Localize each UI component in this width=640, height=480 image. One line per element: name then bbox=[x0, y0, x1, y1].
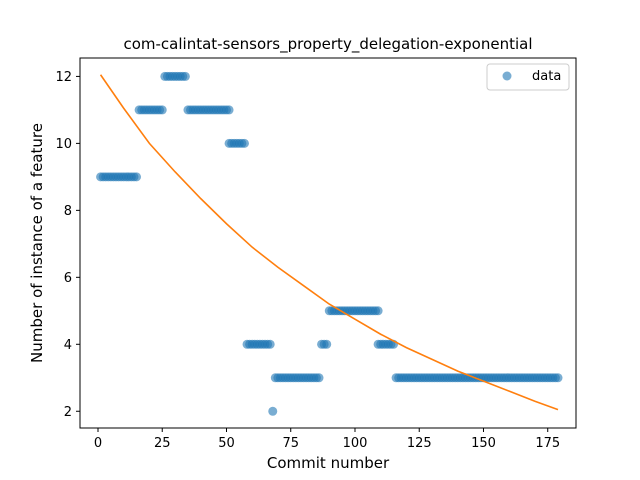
legend-label: data bbox=[532, 69, 561, 84]
data-points bbox=[96, 71, 563, 416]
x-tick-label: 0 bbox=[94, 436, 102, 451]
x-tick-label: 50 bbox=[218, 436, 235, 451]
data-point bbox=[157, 105, 167, 115]
y-tick-label: 10 bbox=[55, 137, 72, 152]
y-tick-label: 6 bbox=[64, 271, 72, 286]
data-point bbox=[265, 339, 275, 349]
y-tick-label: 2 bbox=[64, 405, 72, 420]
legend-box bbox=[486, 63, 570, 91]
y-tick-label: 8 bbox=[64, 204, 72, 219]
y-axis-label: Number of instance of a feature bbox=[28, 123, 46, 363]
plot-frame bbox=[79, 57, 577, 429]
x-axis-label: Commit number bbox=[267, 454, 390, 472]
y-axis-ticks: 2 4 6 8 10 12 bbox=[55, 70, 80, 420]
x-tick-label: 100 bbox=[343, 436, 368, 451]
plot-background bbox=[80, 58, 576, 428]
x-tick-label: 25 bbox=[154, 436, 171, 451]
data-point bbox=[322, 339, 332, 349]
x-axis-ticks: 0 25 50 75 100 125 150 175 bbox=[94, 428, 560, 451]
data-point bbox=[224, 105, 234, 115]
data-point bbox=[553, 373, 563, 383]
x-tick-label: 150 bbox=[471, 436, 496, 451]
data-point bbox=[373, 306, 383, 316]
plot-area bbox=[79, 57, 577, 429]
chart-title: com-calintat-sensors_property_delegation… bbox=[123, 35, 532, 54]
fit-line bbox=[99, 74, 559, 411]
y-tick-label: 4 bbox=[64, 338, 72, 353]
legend: data bbox=[486, 63, 570, 91]
data-point bbox=[268, 406, 278, 416]
x-tick-label: 125 bbox=[407, 436, 432, 451]
x-tick-label: 175 bbox=[535, 436, 560, 451]
y-tick-label: 12 bbox=[55, 70, 72, 85]
x-tick-label: 75 bbox=[282, 436, 299, 451]
data-point bbox=[180, 71, 190, 81]
legend-marker bbox=[502, 71, 512, 81]
data-point bbox=[239, 138, 249, 148]
data-point bbox=[314, 373, 324, 383]
data-point bbox=[132, 172, 142, 182]
